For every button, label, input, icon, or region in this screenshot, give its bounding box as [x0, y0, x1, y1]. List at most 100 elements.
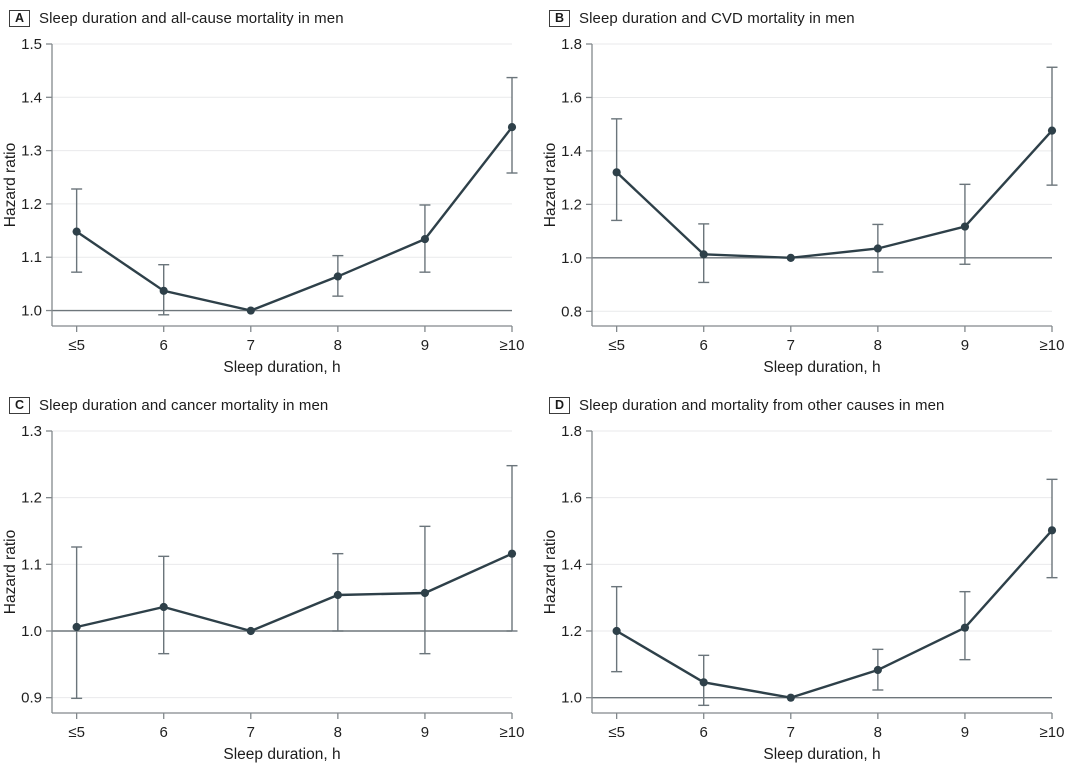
- x-tick-label: 9: [421, 724, 429, 741]
- x-tick-label: ≤5: [608, 724, 625, 741]
- panel-a-header: A Sleep duration and all-cause mortality…: [0, 6, 540, 30]
- y-tick-label: 1.2: [561, 196, 582, 213]
- panel-a-title: Sleep duration and all-cause mortality i…: [39, 9, 344, 27]
- y-tick-label: 1.2: [21, 490, 42, 507]
- x-tick-label: ≥10: [500, 337, 525, 354]
- x-tick-label: 8: [334, 337, 342, 354]
- data-point: [420, 235, 430, 244]
- panel-d-header: D Sleep duration and mortality from othe…: [540, 393, 1080, 417]
- x-tick-label: 9: [961, 724, 969, 741]
- y-axis-title: Hazard ratio: [542, 143, 559, 227]
- y-tick-label: 1.6: [561, 89, 582, 106]
- data-point: [333, 272, 342, 281]
- x-tick-label: ≥10: [1040, 724, 1065, 741]
- data-point: [72, 622, 81, 632]
- y-axis-title: Hazard ratio: [542, 530, 559, 614]
- y-tick-label: 1.6: [561, 490, 582, 507]
- x-tick-label: 6: [160, 337, 168, 354]
- x-tick-label: ≥10: [1040, 337, 1065, 354]
- panel-c-title: Sleep duration and cancer mortality in m…: [39, 396, 329, 414]
- data-point: [159, 602, 168, 612]
- panel-c-header: C Sleep duration and cancer mortality in…: [0, 393, 540, 417]
- panel-d-label-box: D: [549, 396, 570, 414]
- data-point: [960, 623, 970, 632]
- x-tick-label: 8: [874, 337, 882, 354]
- data-point: [612, 168, 621, 177]
- panel-a-chart: 1.0 1.1 1.2 1.3 1.4 1.5 ≤5 6 7 8 9 ≥10 Sleep duratio…: [2, 36, 525, 376]
- x-tick-label: 7: [247, 337, 255, 354]
- y-tick-label: 1.1: [21, 556, 42, 573]
- data-point: [699, 250, 708, 259]
- panel-a: A Sleep duration and all-cause mortality…: [0, 0, 540, 387]
- data-point: [873, 244, 882, 253]
- x-axis-title: Sleep duration, h: [763, 359, 880, 376]
- y-tick-label: 1.2: [561, 623, 582, 640]
- y-tick-label: 1.1: [21, 249, 42, 266]
- y-tick-label: 0.9: [21, 690, 42, 707]
- panel-c-label-box: C: [9, 396, 30, 414]
- data-point: [507, 549, 517, 558]
- data-point: [1047, 126, 1057, 135]
- panel-b-label-box: B: [549, 9, 570, 27]
- series-line: [75, 126, 513, 312]
- data-point: [159, 286, 168, 295]
- x-tick-label: 6: [700, 337, 708, 354]
- y-tick-label: 1.0: [21, 623, 42, 640]
- x-tick-label: 7: [787, 337, 795, 354]
- data-point: [612, 626, 621, 636]
- y-tick-label: 1.4: [561, 143, 582, 160]
- data-point: [786, 253, 795, 262]
- series-line: [615, 129, 1053, 260]
- x-tick-label: 9: [961, 337, 969, 354]
- panel-b-title: Sleep duration and CVD mortality in men: [579, 9, 855, 27]
- data-point: [960, 222, 970, 231]
- data-point: [246, 626, 255, 636]
- y-tick-label: 1.0: [561, 690, 582, 707]
- x-axis-title: Sleep duration, h: [223, 746, 340, 763]
- x-tick-label: 9: [421, 337, 429, 354]
- y-axis-title: Hazard ratio: [2, 530, 19, 614]
- x-tick-label: 7: [247, 724, 255, 741]
- x-tick-label: 8: [334, 724, 342, 741]
- data-point: [246, 306, 255, 315]
- y-tick-label: 1.8: [561, 36, 582, 53]
- y-tick-label: 1.2: [21, 196, 42, 213]
- data-point: [507, 123, 517, 132]
- x-tick-label: 7: [787, 724, 795, 741]
- y-tick-label: 1.4: [561, 556, 582, 573]
- series-line: [616, 529, 1053, 699]
- panel-c: C Sleep duration and cancer mortality in…: [0, 387, 540, 774]
- data-point: [420, 588, 430, 598]
- y-tick-label: 0.8: [561, 303, 582, 320]
- y-tick-label: 1.3: [21, 423, 42, 440]
- data-point: [333, 590, 342, 600]
- data-point: [1047, 526, 1057, 535]
- panel-b: B Sleep duration and CVD mortality in me…: [540, 0, 1080, 387]
- y-tick-label: 1.5: [21, 36, 42, 53]
- y-axis-title: Hazard ratio: [2, 143, 19, 227]
- panel-d-chart: 1.0 1.2 1.4 1.6 1.8 ≤5 6 7 8 9 ≥10 Sleep duration, …: [542, 423, 1065, 763]
- series-line: [76, 552, 513, 633]
- y-tick-label: 1.3: [21, 143, 42, 160]
- x-axis-title: Sleep duration, h: [223, 359, 340, 376]
- x-tick-label: 8: [874, 724, 882, 741]
- x-tick-label: ≥10: [500, 724, 525, 741]
- data-point: [72, 227, 81, 236]
- x-tick-label: ≤5: [68, 724, 85, 741]
- x-tick-label: 6: [700, 724, 708, 741]
- panel-d: D Sleep duration and mortality from othe…: [540, 387, 1080, 774]
- panel-b-chart: 0.8 1.0 1.2 1.4 1.6 1.8 ≤5 6 7 8 9 ≥10 Sleep duratio…: [542, 36, 1065, 376]
- x-tick-label: ≤5: [608, 337, 625, 354]
- panel-b-header: B Sleep duration and CVD mortality in me…: [540, 6, 1080, 30]
- x-axis-title: Sleep duration, h: [763, 746, 880, 763]
- data-point: [786, 693, 795, 702]
- x-tick-label: 6: [160, 724, 168, 741]
- panel-c-chart: 0.9 1.0 1.1 1.2 1.3 ≤5 6 7 8 9 ≥10 Sleep duration, …: [2, 423, 525, 763]
- data-point: [699, 678, 708, 687]
- y-tick-label: 1.0: [561, 250, 582, 267]
- y-tick-label: 1.4: [21, 89, 42, 106]
- data-point: [873, 665, 882, 675]
- x-tick-label: ≤5: [68, 337, 85, 354]
- panel-a-label-box: A: [9, 9, 30, 27]
